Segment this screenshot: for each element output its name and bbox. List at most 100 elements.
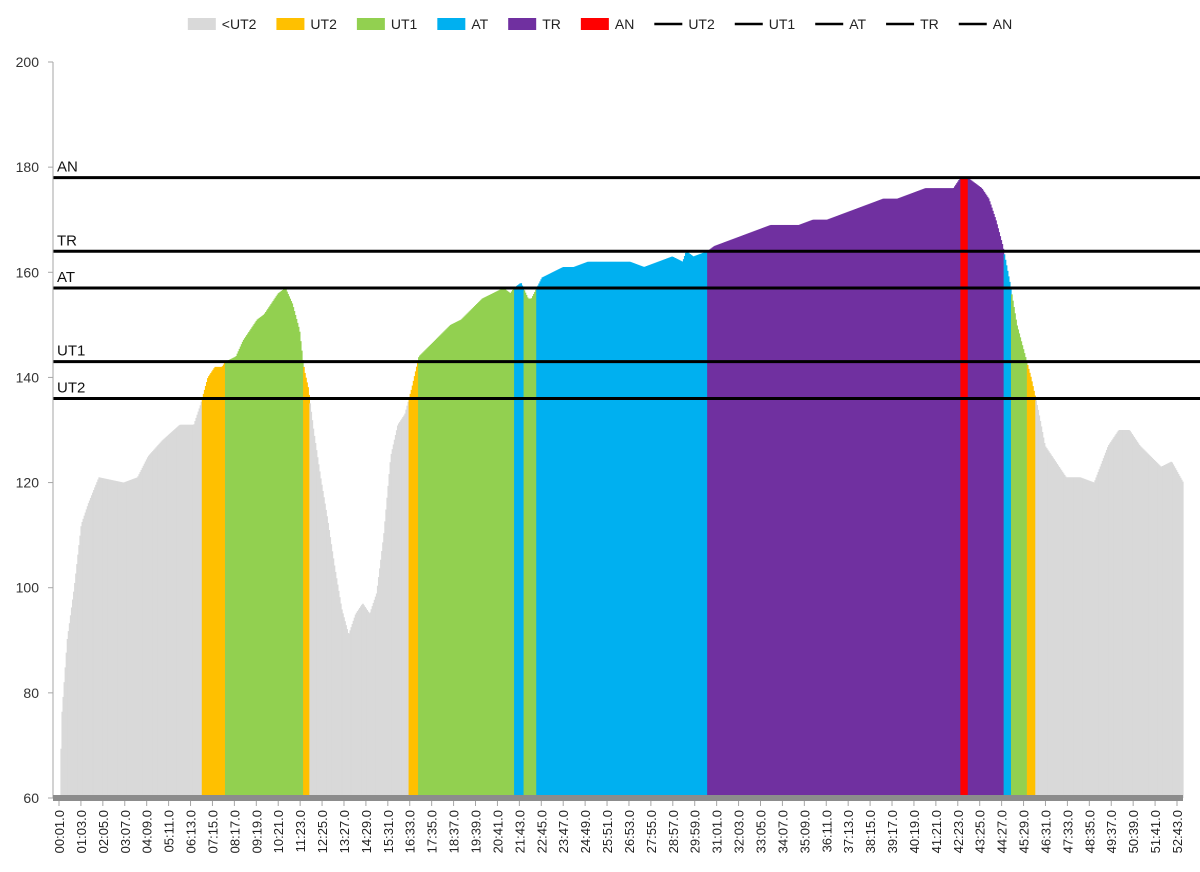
hr-bar [798,224,801,798]
hr-bar [669,257,671,798]
hr-bar [890,198,893,798]
hr-bar [655,262,658,798]
hr-bar [506,291,509,798]
hr-bar [908,194,911,798]
hr-bar [934,188,936,799]
hr-bar [888,198,891,798]
hr-bar [358,607,361,798]
hr-bar [380,559,382,798]
hr-bar [814,219,817,798]
hr-bar [1016,325,1018,798]
hr-bar [396,425,399,798]
hr-bar [984,193,987,798]
hr-bar [880,199,882,799]
legend-swatch-an [580,18,609,30]
hr-bar [837,215,840,798]
hr-bar [181,424,184,798]
hr-bar [706,251,708,798]
hr-bar [459,320,461,798]
hr-bar [545,275,548,799]
hr-bar [725,241,727,799]
hr-bar [720,243,723,798]
hr-bar [803,223,805,798]
hr-bar [384,521,386,798]
hr-bar [1059,468,1062,798]
hr-bar [152,450,154,798]
hr-bar [394,434,397,798]
x-tick-label: 43:25.0 [973,810,988,853]
hr-bar [120,482,123,798]
hr-bar [917,191,919,798]
hr-bar [808,221,811,799]
hr-bar [737,237,740,798]
hr-bar [811,219,814,798]
hr-bar [853,209,856,798]
hr-bar [299,341,302,798]
hr-bar [629,261,631,798]
hr-bar [494,292,496,798]
hr-bar [994,217,996,799]
hr-bar [923,188,926,798]
hr-bar [590,261,592,798]
hr-bar [581,263,584,798]
x-tick-label: 42:23.0 [951,810,966,853]
hr-bar [504,289,507,798]
hr-bar [816,219,819,798]
hr-bar [721,242,724,798]
hr-bar [632,262,634,798]
hr-bar [727,240,729,798]
hr-bar [188,424,190,798]
hr-bar [284,288,286,798]
hr-bar [713,246,716,798]
hr-bar [1140,447,1143,798]
hr-bar [956,183,958,798]
hr-bar [168,434,170,798]
hr-bar [697,254,700,799]
hr-bar [221,366,224,798]
hr-bar [483,297,486,798]
hr-bar [1012,300,1014,798]
hr-bar [1158,465,1161,798]
hr-bar [434,339,437,798]
hr-bar [222,364,225,798]
hr-bar [253,324,256,798]
hr-bar [489,294,492,798]
hr-bar [1120,430,1123,798]
hr-bar [497,290,499,798]
hr-bar [81,522,84,798]
legend-label-tr: TR [542,16,561,32]
hr-bar [976,184,978,798]
hr-bar [1004,259,1007,798]
hr-bar [617,261,620,798]
hr-bar [437,337,439,798]
hr-bar [516,285,518,798]
hr-bar [966,177,969,798]
hr-bar [116,481,118,798]
hr-bar [450,324,453,798]
hr-bar [315,450,318,798]
hr-bar [1030,376,1032,798]
hr-bar [1006,270,1009,799]
hr-bar [130,479,132,798]
legend-label-tr: TR [920,16,939,32]
hr-bar [348,633,351,798]
hr-bar [343,617,345,798]
hr-bar [689,254,691,798]
hr-bar [417,361,419,798]
hr-bar [439,335,441,798]
hr-bar [957,181,959,799]
hr-bar [185,424,188,798]
hr-bar [414,371,417,798]
hr-bar [126,481,129,798]
hr-bar [136,477,139,798]
hr-bar [149,454,151,798]
hr-bar [967,178,970,798]
hr-bar [601,261,604,798]
hr-bar [339,603,342,798]
hr-bar [959,178,961,798]
hr-bar [127,480,130,798]
hr-bar [889,198,892,798]
hr-bar [306,382,308,798]
hr-bar [877,200,879,799]
hr-bar [415,366,418,798]
